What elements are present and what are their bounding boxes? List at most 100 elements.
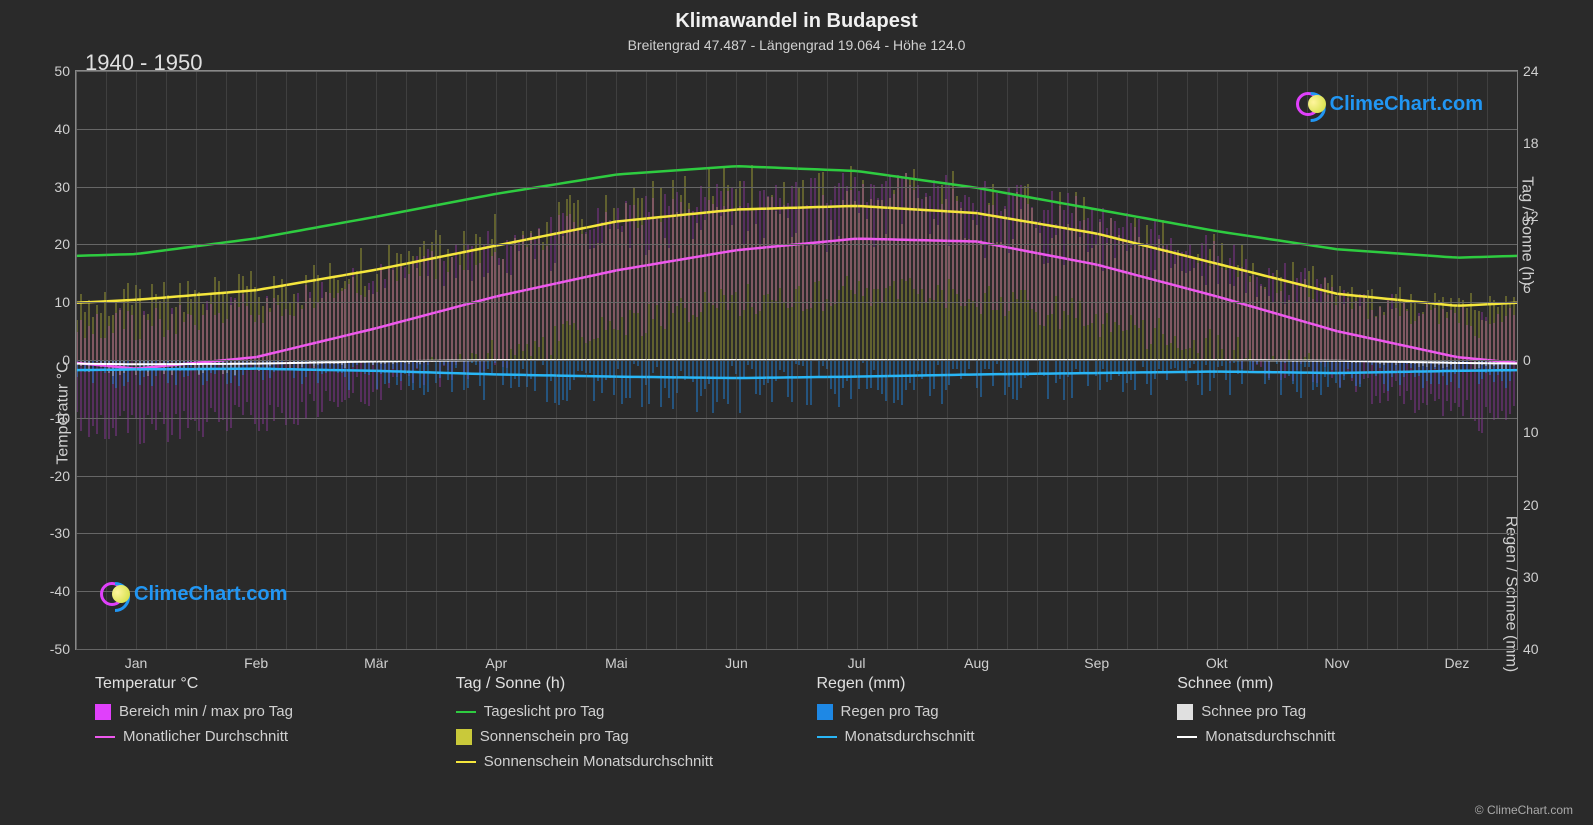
- tick-left: 0: [62, 352, 76, 368]
- legend-swatch-icon: [1177, 704, 1193, 720]
- gridline-v: [76, 71, 77, 649]
- climate-chart-container: Klimawandel in Budapest Breitengrad 47.4…: [0, 0, 1593, 825]
- gridline-v: [1427, 71, 1428, 649]
- brand-logo-icon: [1296, 90, 1324, 118]
- legend-item: Monatsdurchschnitt: [1177, 728, 1518, 745]
- gridline-v: [1487, 71, 1488, 649]
- legend-item: Sonnenschein Monatsdurchschnitt: [456, 753, 797, 770]
- legend-item: Schnee pro Tag: [1177, 703, 1518, 720]
- legend-item: Monatlicher Durchschnitt: [95, 728, 436, 745]
- tick-right-mm: 40: [1517, 641, 1539, 657]
- legend-heading: Regen (mm): [817, 675, 1158, 693]
- gridline-v: [1187, 71, 1188, 649]
- gridline-v: [586, 71, 587, 649]
- chart-title: Klimawandel in Budapest: [0, 0, 1593, 33]
- gridline-v: [226, 71, 227, 649]
- legend-label: Sonnenschein pro Tag: [480, 728, 629, 745]
- legend-column: Temperatur °C Bereich min / max pro Tag Mo…: [95, 675, 436, 815]
- tick-left: -30: [50, 525, 76, 541]
- legend-label: Monatsdurchschnitt: [845, 728, 975, 745]
- tick-month: Aug: [964, 655, 989, 671]
- gridline-v: [766, 71, 767, 649]
- legend-label: Schnee pro Tag: [1201, 703, 1306, 720]
- legend-item: Sonnenschein pro Tag: [456, 728, 797, 745]
- gridline-v: [736, 71, 737, 649]
- gridline-v: [676, 71, 677, 649]
- tick-right-hours: 18: [1517, 135, 1539, 151]
- watermark: ClimeChart.com: [100, 580, 287, 608]
- legend-label: Sonnenschein Monatsdurchschnitt: [484, 753, 713, 770]
- gridline-v: [917, 71, 918, 649]
- legend-heading: Tag / Sonne (h): [456, 675, 797, 693]
- legend-line-icon: [456, 711, 476, 713]
- gridline-v: [1097, 71, 1098, 649]
- legend-item: Regen pro Tag: [817, 703, 1158, 720]
- legend-label: Regen pro Tag: [841, 703, 939, 720]
- gridline-v: [1277, 71, 1278, 649]
- tick-left: 10: [54, 294, 76, 310]
- legend-label: Monatsdurchschnitt: [1205, 728, 1335, 745]
- tick-right-hours: 24: [1517, 63, 1539, 79]
- legend-item: Monatsdurchschnitt: [817, 728, 1158, 745]
- tick-month: Feb: [244, 655, 268, 671]
- legend-label: Monatlicher Durchschnitt: [123, 728, 288, 745]
- gridline-v: [376, 71, 377, 649]
- tick-left: -10: [50, 410, 76, 426]
- gridline-v: [436, 71, 437, 649]
- legend-label: Bereich min / max pro Tag: [119, 703, 293, 720]
- tick-month: Dez: [1445, 655, 1470, 671]
- legend-column: Schnee (mm)Schnee pro TagMonatsdurchschn…: [1177, 675, 1518, 815]
- tick-right-mm: 10: [1517, 424, 1539, 440]
- legend-swatch-icon: [456, 729, 472, 745]
- tick-month: Mai: [605, 655, 628, 671]
- gridline-v: [947, 71, 948, 649]
- gridline-v: [706, 71, 707, 649]
- tick-left: 40: [54, 121, 76, 137]
- gridline-v: [827, 71, 828, 649]
- tick-month: Jan: [125, 655, 148, 671]
- plot-region: -50-40-30-20-100102030405006121824102030…: [75, 70, 1518, 650]
- y-axis-right-top-label: Tag / Sonne (h): [1517, 176, 1535, 285]
- gridline-v: [1067, 71, 1068, 649]
- gridline-v: [977, 71, 978, 649]
- tick-month: Jul: [848, 655, 866, 671]
- gridline-v: [136, 71, 137, 649]
- tick-month: Okt: [1206, 655, 1228, 671]
- tick-left: -20: [50, 468, 76, 484]
- tick-left: 20: [54, 236, 76, 252]
- tick-left: -40: [50, 583, 76, 599]
- gridline-v: [1367, 71, 1368, 649]
- gridline-v: [1397, 71, 1398, 649]
- gridline-v: [166, 71, 167, 649]
- tick-month: Apr: [485, 655, 507, 671]
- gridline-v: [1247, 71, 1248, 649]
- gridline-v: [556, 71, 557, 649]
- brand-logo-icon: [100, 580, 128, 608]
- tick-month: Nov: [1324, 655, 1349, 671]
- watermark: ClimeChart.com: [1296, 90, 1483, 118]
- legend-line-icon: [1177, 736, 1197, 738]
- legend-swatch-icon: [817, 704, 833, 720]
- gridline-v: [496, 71, 497, 649]
- legend-item: Bereich min / max pro Tag: [95, 703, 436, 720]
- gridline-v: [346, 71, 347, 649]
- tick-right-hours: 0: [1517, 352, 1531, 368]
- gridline-v: [1217, 71, 1218, 649]
- gridline-h: [76, 649, 1517, 650]
- tick-month: Sep: [1084, 655, 1109, 671]
- gridline-v: [256, 71, 257, 649]
- legend: Temperatur °C Bereich min / max pro Tag Mo…: [95, 675, 1518, 815]
- chart-plot-area: -50-40-30-20-100102030405006121824102030…: [75, 70, 1518, 650]
- gridline-v: [1007, 71, 1008, 649]
- gridline-v: [106, 71, 107, 649]
- gridline-v: [1457, 71, 1458, 649]
- tick-right-mm: 30: [1517, 569, 1539, 585]
- legend-line-icon: [817, 736, 837, 738]
- gridline-v: [1517, 71, 1518, 649]
- gridline-v: [406, 71, 407, 649]
- gridline-v: [616, 71, 617, 649]
- gridline-v: [1157, 71, 1158, 649]
- legend-column: Tag / Sonne (h)Tageslicht pro TagSonnens…: [456, 675, 797, 815]
- gridline-v: [1337, 71, 1338, 649]
- legend-heading: Temperatur °C: [95, 675, 436, 693]
